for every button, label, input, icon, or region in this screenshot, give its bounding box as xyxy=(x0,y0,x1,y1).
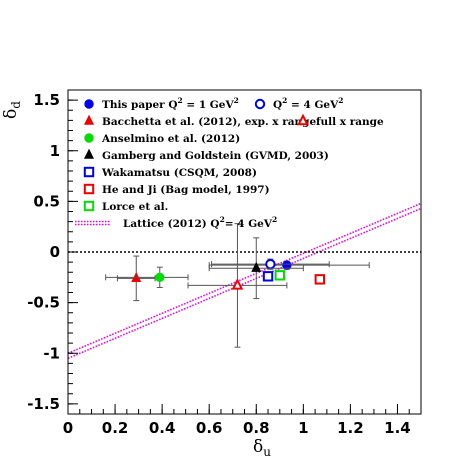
legend-label-text: Anselmino et al. (2012) xyxy=(101,133,240,145)
x-tick-label: 1.4 xyxy=(384,419,411,437)
marker-square-open xyxy=(314,274,326,285)
legend-marker xyxy=(83,148,95,159)
legend-label-sup: 2 xyxy=(282,96,287,105)
legend-item: full x range xyxy=(297,113,384,128)
legend-marker xyxy=(83,200,95,212)
legend-label-sup: 2 xyxy=(272,215,277,224)
data-point-series-6 xyxy=(262,271,274,282)
legend-label-text: Lorce et al. xyxy=(102,201,168,213)
data-point-series-8 xyxy=(274,270,286,281)
legend-marker xyxy=(297,113,309,126)
legend-label-text: = 1 GeV xyxy=(183,99,235,111)
marker-circle-open xyxy=(265,258,276,270)
legend-label-text: full x range xyxy=(316,116,384,128)
data-point-series-1 xyxy=(211,258,330,270)
legend-label: Lattice (2012) Q2= 4 GeV2 xyxy=(123,215,277,230)
legend-item: Wakamatsu (CSQM, 2008) xyxy=(83,166,257,179)
legend-label-text: = 4 GeV xyxy=(287,99,339,111)
marker-triangle-filled xyxy=(251,261,262,272)
marker-circle-filled xyxy=(155,272,165,283)
tick-labels: 0 0.2 0.4 0.6 0.8 1 1.2 1.4 -1.5 -1 -0.5 0 0.5 1 1.5 xyxy=(27,91,411,437)
x-tick-label: 0.4 xyxy=(149,419,176,437)
legend-marker xyxy=(83,114,95,125)
y-axis-title-sub: d xyxy=(9,101,23,109)
data-point-series-4 xyxy=(105,266,189,288)
legend-label: Q2 = 4 GeV2 xyxy=(273,96,343,111)
legend-label-sup: 2 xyxy=(220,215,225,224)
y-axis-title-main: δ xyxy=(1,109,21,119)
legend-item: This paper Q2 = 1 GeV2 xyxy=(84,96,239,111)
data-points xyxy=(105,223,370,348)
legend-label-sup: 2 xyxy=(338,96,343,105)
legend-marker xyxy=(84,99,94,109)
legend-label-text: He and Ji (Bag model, 1997) xyxy=(102,184,270,196)
x-tick-label: 1.2 xyxy=(337,419,364,437)
legend-label-text: This paper Q xyxy=(102,99,178,111)
legend-marker xyxy=(84,133,94,143)
tick-marks xyxy=(67,89,422,415)
legend-item: Lorce et al. xyxy=(83,200,168,213)
legend-label: This paper Q2 = 1 GeV2 xyxy=(102,96,239,111)
legend-label-text: = 4 GeV xyxy=(225,218,273,230)
y-tick-label: 0.5 xyxy=(33,192,60,210)
lattice-band-upper xyxy=(67,202,422,354)
y-tick-label: -1.5 xyxy=(27,395,60,413)
legend-item: Anselmino et al. (2012) xyxy=(84,133,240,145)
legend-label: Lorce et al. xyxy=(102,201,168,213)
legend-item: Bacchetta et al. (2012), exp. x range xyxy=(83,114,317,128)
data-point-series-7 xyxy=(314,274,326,285)
legend-marker xyxy=(254,98,266,110)
legend-label: Wakamatsu (CSQM, 2008) xyxy=(101,167,257,179)
legend-item: Lattice (2012) Q2= 4 GeV2 xyxy=(75,215,277,230)
lattice-band-lower xyxy=(67,207,422,360)
legend-label-text: Lattice (2012) Q xyxy=(123,218,220,230)
y-tick-label: -1 xyxy=(43,344,60,362)
legend-item: Gamberg and Goldstein (GVMD, 2003) xyxy=(83,148,329,162)
x-axis-title-sub: u xyxy=(263,445,271,459)
marker-triangle-open xyxy=(231,277,244,290)
legend-item: Q2 = 4 GeV2 xyxy=(254,96,343,111)
x-tick-label: 0 xyxy=(63,419,73,437)
marker-square-open xyxy=(262,271,274,282)
x-axis-title: δu xyxy=(253,437,271,459)
legend-marker xyxy=(83,166,95,178)
marker-circle-filled xyxy=(282,260,292,270)
legend-label: Gamberg and Goldstein (GVMD, 2003) xyxy=(102,150,329,162)
legend-label-text: Gamberg and Goldstein (GVMD, 2003) xyxy=(102,150,329,162)
legend-label: He and Ji (Bag model, 1997) xyxy=(102,184,270,196)
legend-label-text: Bacchetta et al. (2012), exp. x range xyxy=(102,116,317,128)
legend-label-text: Wakamatsu (CSQM, 2008) xyxy=(101,167,257,179)
y-tick-label: 0 xyxy=(50,243,60,261)
x-tick-label: 0.6 xyxy=(196,419,223,437)
data-point-series-0 xyxy=(208,260,370,270)
legend-label: Anselmino et al. (2012) xyxy=(101,133,240,145)
x-tick-label: 1 xyxy=(298,419,308,437)
legend-label-sup: 2 xyxy=(178,96,183,105)
legend-marker xyxy=(75,220,111,226)
x-tick-label: 0.2 xyxy=(102,419,129,437)
marker-square-open xyxy=(274,270,286,281)
data-point-series-3 xyxy=(187,223,288,348)
x-axis-title-main: δ xyxy=(253,437,263,457)
y-tick-label: 1 xyxy=(50,142,60,160)
y-tick-label: 1.5 xyxy=(33,91,60,109)
data-point-series-5 xyxy=(208,237,304,300)
legend: This paper Q2 = 1 GeV2 Q2 = 4 GeV2Bacchet… xyxy=(75,96,384,230)
lattice-band-layer xyxy=(67,202,422,360)
y-axis-title: δd xyxy=(1,101,23,119)
y-tick-label: -0.5 xyxy=(27,294,60,312)
legend-item: He and Ji (Bag model, 1997) xyxy=(83,183,270,196)
legend-label: full x range xyxy=(316,116,384,128)
x-tick-label: 0.8 xyxy=(243,419,270,437)
legend-label: Bacchetta et al. (2012), exp. x range xyxy=(102,116,317,128)
legend-marker xyxy=(83,183,95,195)
legend-label-sup: 2 xyxy=(234,96,239,105)
legend-label-text: Q xyxy=(273,99,282,111)
